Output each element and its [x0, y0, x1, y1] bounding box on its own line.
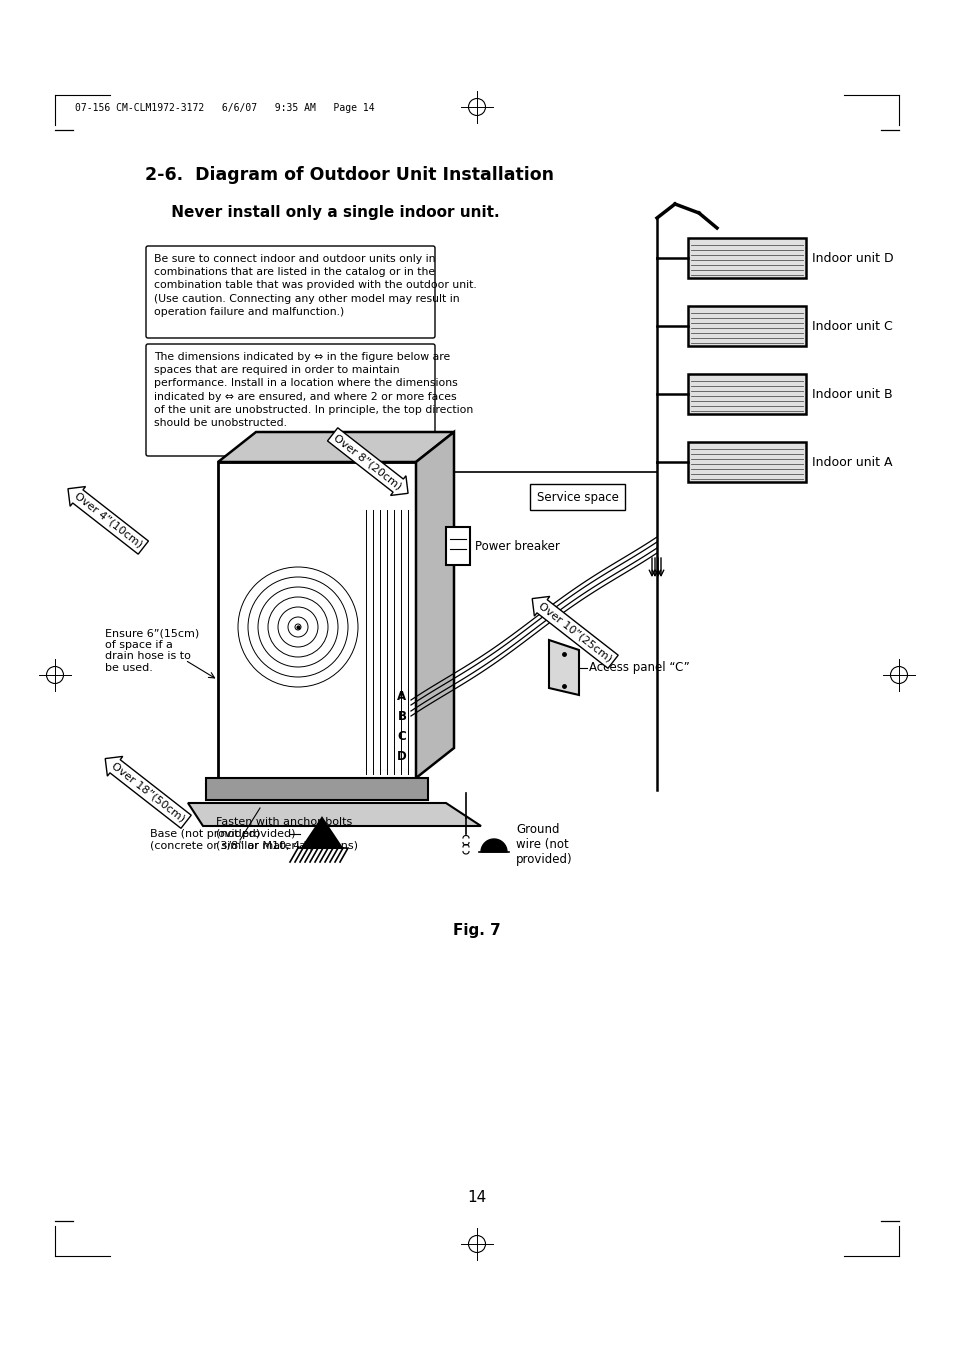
Polygon shape [480, 839, 506, 852]
Text: Over 18”(50cm): Over 18”(50cm) [110, 761, 187, 824]
Text: Base (not provided)
(concrete or similar material): Base (not provided) (concrete or similar… [150, 830, 314, 851]
Text: Power breaker: Power breaker [475, 539, 559, 553]
Text: Service space: Service space [536, 490, 618, 504]
Text: Never install only a single indoor unit.: Never install only a single indoor unit. [145, 205, 499, 220]
Polygon shape [416, 432, 454, 778]
Text: Over 8”(20cm): Over 8”(20cm) [332, 432, 403, 492]
FancyBboxPatch shape [146, 345, 435, 457]
Text: Fasten with anchor bolts
(not provided)
(3/8” or M10, 4 locations): Fasten with anchor bolts (not provided) … [215, 817, 357, 851]
Polygon shape [548, 640, 578, 694]
Bar [206, 778, 428, 800]
Bar [218, 462, 416, 778]
Polygon shape [302, 817, 341, 848]
Bar [687, 374, 805, 413]
Bar [446, 527, 470, 565]
Text: A: A [397, 689, 406, 703]
Text: Indoor unit B: Indoor unit B [811, 388, 892, 400]
Text: C: C [397, 730, 406, 743]
Text: Be sure to connect indoor and outdoor units only in
combinations that are listed: Be sure to connect indoor and outdoor un… [153, 254, 476, 316]
FancyBboxPatch shape [146, 246, 435, 338]
Text: Ensure 6”(15cm)
of space if a
drain hose is to
be used.: Ensure 6”(15cm) of space if a drain hose… [105, 628, 199, 673]
Text: The dimensions indicated by ⇔ in the figure below are
spaces that are required i: The dimensions indicated by ⇔ in the fig… [153, 353, 473, 428]
Bar [687, 305, 805, 346]
Polygon shape [218, 432, 454, 462]
Text: Over 10”(25cm): Over 10”(25cm) [536, 600, 613, 663]
Text: Indoor unit A: Indoor unit A [811, 455, 892, 469]
Text: Indoor unit C: Indoor unit C [811, 319, 892, 332]
Text: D: D [396, 750, 406, 762]
Text: 14: 14 [467, 1190, 486, 1205]
Text: 07-156 CM-CLM1972-3172   6/6/07   9:35 AM   Page 14: 07-156 CM-CLM1972-3172 6/6/07 9:35 AM Pa… [75, 103, 375, 113]
Text: Access panel “C”: Access panel “C” [588, 662, 689, 674]
Text: Fig. 7: Fig. 7 [453, 923, 500, 938]
Text: Ground
wire (not
provided): Ground wire (not provided) [516, 823, 572, 866]
Bar [530, 484, 624, 509]
Text: Indoor unit D: Indoor unit D [811, 251, 893, 265]
Text: Over 4”(10cm): Over 4”(10cm) [72, 490, 144, 550]
Text: 2-6.  Diagram of Outdoor Unit Installation: 2-6. Diagram of Outdoor Unit Installatio… [145, 166, 554, 184]
Bar [687, 238, 805, 278]
Text: B: B [397, 709, 406, 723]
Bar [687, 442, 805, 482]
Polygon shape [188, 802, 480, 825]
